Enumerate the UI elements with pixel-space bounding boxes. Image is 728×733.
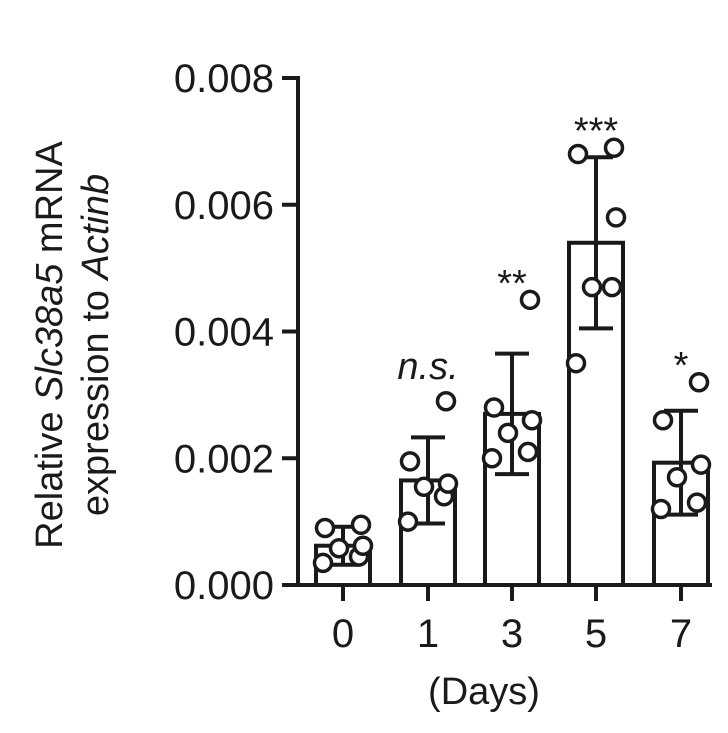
x-tick-label-5: 5 <box>585 612 607 656</box>
x-tick-label-3: 3 <box>501 612 523 656</box>
y-axis-title: Relative Slc38a5 mRNA expression to Acti… <box>29 141 117 549</box>
significance-label-3: ** <box>497 263 527 305</box>
data-point-7-4 <box>690 454 712 475</box>
y-tick-label-0.004: 0.004 <box>174 311 274 355</box>
data-point-1-4 <box>437 473 459 494</box>
data-point-3-4 <box>521 409 543 431</box>
y-tick-label-0.002: 0.002 <box>174 437 274 481</box>
data-point-1-5 <box>399 451 421 472</box>
data-point-1-1 <box>397 511 419 532</box>
data-point-7-6 <box>688 371 710 393</box>
significance-label-7: * <box>674 345 689 387</box>
data-point-1-3 <box>413 476 435 498</box>
data-point-5-4 <box>605 207 627 228</box>
data-point-0-6 <box>350 514 372 536</box>
significance-label-5: *** <box>574 111 619 153</box>
data-point-3-3 <box>497 422 519 444</box>
data-point-1-6 <box>435 390 457 412</box>
data-point-0-1 <box>312 552 334 574</box>
data-point-5-3 <box>581 276 603 298</box>
data-point-7-1 <box>650 498 672 520</box>
x-tick-label-7: 7 <box>670 612 692 656</box>
data-point-7-5 <box>652 409 674 431</box>
x-tick-label-0: 0 <box>332 612 354 656</box>
data-point-5-2 <box>601 276 623 298</box>
data-point-7-3 <box>666 467 688 488</box>
x-tick-label-1: 1 <box>417 612 439 656</box>
data-point-5-1 <box>565 352 587 374</box>
y-tick-label-0.008: 0.008 <box>174 57 274 101</box>
data-point-5-6 <box>603 137 625 158</box>
significance-label-1: n.s. <box>397 346 458 388</box>
data-point-3-6 <box>519 289 541 311</box>
data-point-3-5 <box>483 397 505 418</box>
data-point-7-2 <box>686 492 708 513</box>
data-point-3-2 <box>517 441 539 463</box>
data-point-5-5 <box>567 143 589 165</box>
y-axis-title-line2: expression to Actinb <box>75 174 117 516</box>
data-point-0-5 <box>314 517 336 539</box>
y-axis-title-line1: Relative Slc38a5 mRNA <box>29 141 71 549</box>
y-tick-label-0.006: 0.006 <box>174 184 274 228</box>
x-axis-title: (Days) <box>428 671 540 713</box>
data-point-0-3 <box>328 537 350 559</box>
y-tick-label-0.000: 0.000 <box>174 564 274 608</box>
data-point-3-1 <box>481 448 503 469</box>
bar-5 <box>567 240 625 587</box>
data-point-0-4 <box>352 535 374 556</box>
